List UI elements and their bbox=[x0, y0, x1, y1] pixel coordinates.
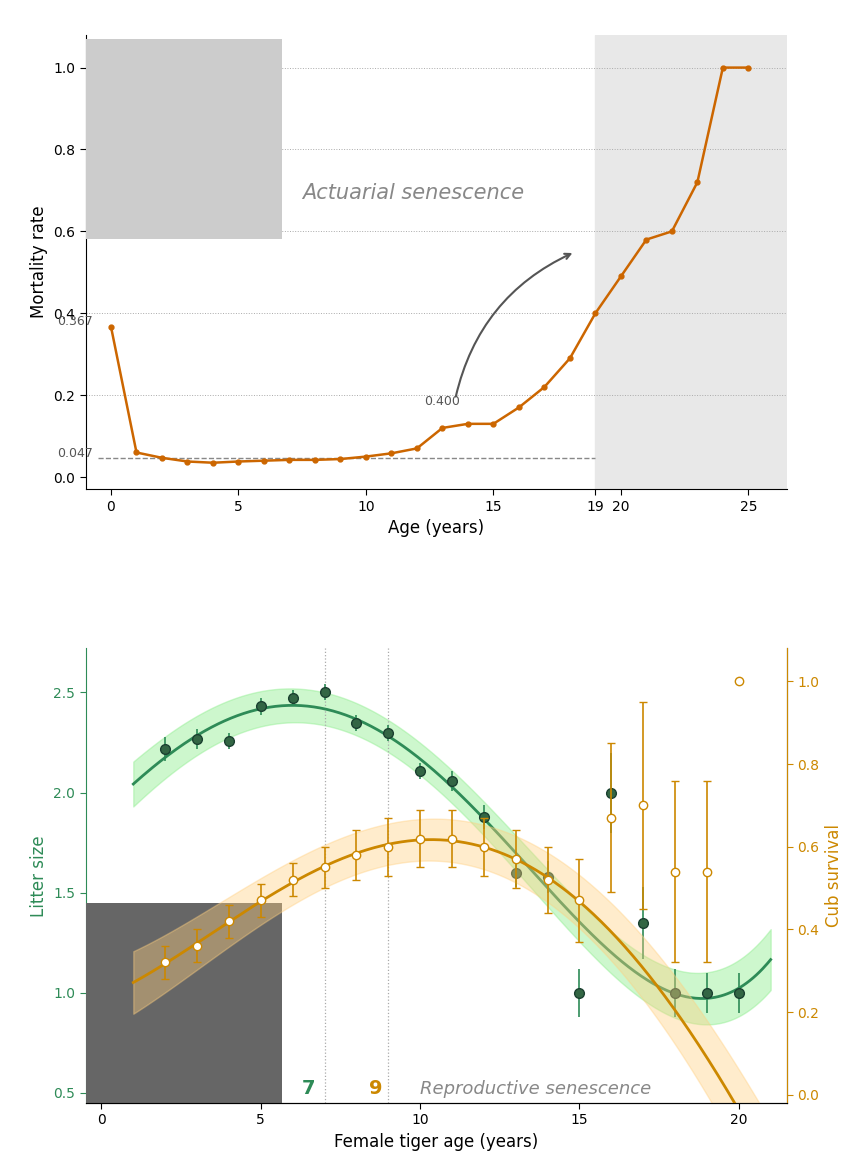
Text: Reproductive senescence: Reproductive senescence bbox=[420, 1080, 652, 1098]
Y-axis label: Mortality rate: Mortality rate bbox=[30, 205, 48, 318]
Text: 0.367: 0.367 bbox=[57, 315, 93, 327]
Y-axis label: Cub survival: Cub survival bbox=[824, 824, 842, 928]
Text: 0.400: 0.400 bbox=[425, 396, 461, 409]
Text: 7: 7 bbox=[302, 1080, 315, 1098]
Y-axis label: Litter size: Litter size bbox=[30, 835, 48, 916]
X-axis label: Age (years): Age (years) bbox=[388, 519, 484, 538]
X-axis label: Female tiger age (years): Female tiger age (years) bbox=[334, 1133, 538, 1151]
Text: 9: 9 bbox=[369, 1080, 382, 1098]
Text: 0.047: 0.047 bbox=[57, 447, 93, 460]
Bar bbox=[595, 35, 799, 489]
Text: Actuarial senescence: Actuarial senescence bbox=[302, 182, 524, 203]
